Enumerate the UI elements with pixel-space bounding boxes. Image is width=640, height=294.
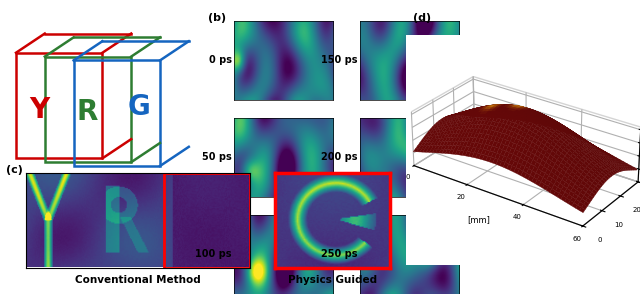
Text: Y: Y (29, 96, 49, 124)
Bar (74, 61, 160, 166)
Bar (45, 56, 131, 162)
Text: Physics Guided: Physics Guided (288, 275, 378, 285)
Text: 250 ps: 250 ps (321, 249, 358, 259)
Text: 100 ps: 100 ps (195, 249, 232, 259)
Text: (c): (c) (6, 165, 23, 175)
Text: 50 ps: 50 ps (202, 152, 232, 162)
Text: 200 ps: 200 ps (321, 152, 358, 162)
Bar (164, 173, 250, 268)
Bar (16, 53, 102, 158)
Text: 150 ps: 150 ps (321, 55, 358, 65)
Text: R: R (76, 98, 98, 126)
Text: 0 ps: 0 ps (209, 55, 232, 65)
Text: Conventional Method: Conventional Method (75, 275, 200, 285)
X-axis label: [mm]: [mm] (468, 215, 490, 224)
Text: (d): (d) (413, 13, 431, 23)
Text: (b): (b) (208, 13, 226, 23)
Text: G: G (127, 93, 150, 121)
